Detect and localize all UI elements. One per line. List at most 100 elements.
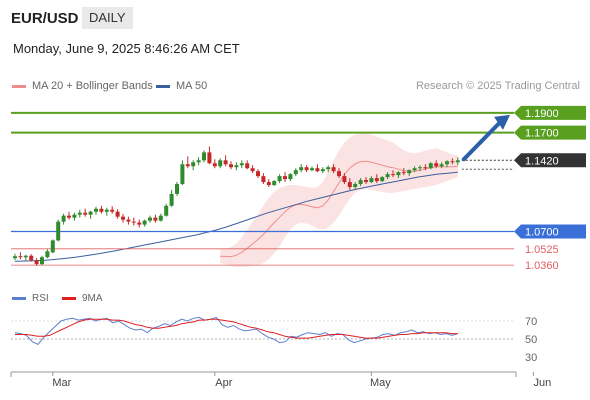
candle-body: [266, 182, 271, 186]
candle-body: [34, 260, 39, 265]
candle: [115, 209, 120, 219]
credit-text: Research © 2025 Trading Central: [415, 80, 580, 92]
candle-body: [358, 180, 363, 185]
candle: [450, 158, 455, 165]
candle: [126, 216, 131, 225]
candle-body: [272, 181, 277, 186]
x-tick-label: Mar: [52, 377, 71, 389]
legend-ma50-label: MA 50: [176, 80, 208, 92]
candle: [277, 174, 282, 184]
bollinger-swatch: [12, 84, 26, 88]
candle-body: [455, 160, 460, 163]
candle: [175, 182, 179, 196]
candle-body: [83, 212, 88, 215]
legend-bollinger-label: MA 20 + Bollinger Bands: [32, 80, 153, 92]
forecast-arrow-head: [494, 114, 510, 130]
candle: [169, 189, 174, 207]
candle: [164, 203, 169, 217]
candle: [256, 169, 260, 179]
candle-body: [412, 168, 417, 171]
candle-body: [131, 221, 136, 223]
candle-body: [77, 212, 82, 215]
candle: [45, 249, 50, 259]
candle-body: [283, 176, 287, 180]
candle: [358, 178, 363, 187]
rsi-tick-label: 50: [525, 334, 537, 346]
candle: [202, 150, 206, 163]
candle: [304, 165, 309, 173]
candle-body: [29, 255, 34, 261]
candle: [299, 164, 304, 173]
level-tag-1.0700: [514, 224, 586, 239]
candle: [331, 164, 336, 174]
x-tick-label: Jun: [534, 377, 552, 389]
candle: [191, 160, 196, 171]
candle: [212, 159, 217, 169]
legend-9ma: 9MA: [62, 293, 103, 304]
ma50-swatch: [156, 84, 170, 88]
candle: [245, 160, 250, 170]
candle: [234, 162, 239, 171]
candle: [56, 219, 61, 242]
candle-body: [18, 256, 23, 258]
candle: [342, 173, 347, 185]
candle-body: [374, 178, 379, 182]
candle-body: [56, 221, 61, 241]
symbol-title[interactable]: EUR/USD: [11, 10, 79, 27]
candle: [423, 164, 428, 171]
header-bar: EUR/USD DAILY: [0, 0, 590, 36]
candle: [374, 174, 379, 184]
candle-body: [439, 164, 444, 167]
candle-body: [191, 162, 196, 167]
level-tag-1.1900: [514, 105, 586, 120]
candle: [250, 165, 255, 174]
candle: [110, 206, 115, 214]
candle-body: [153, 217, 158, 221]
candle: [353, 182, 358, 190]
candle-body: [137, 222, 142, 225]
timeframe-button[interactable]: DAILY: [82, 7, 133, 29]
candle: [315, 164, 320, 173]
candle-body: [256, 171, 260, 177]
candle: [13, 253, 17, 261]
level-tag-1.1700: [514, 125, 586, 140]
candle-body: [434, 163, 439, 167]
candle-body: [423, 167, 428, 169]
candle: [77, 209, 82, 218]
rsi-tick-label: 30: [525, 352, 537, 364]
candle: [380, 176, 385, 183]
candle-body: [342, 176, 347, 183]
candle-body: [23, 255, 28, 258]
candle: [261, 173, 266, 185]
legend-bollinger: MA 20 + Bollinger Bands: [12, 80, 153, 92]
candle: [283, 172, 287, 183]
candle-body: [261, 176, 266, 183]
candle-body: [320, 169, 325, 172]
candle: [40, 255, 44, 266]
candle-body: [310, 168, 314, 171]
candle-body: [99, 208, 104, 212]
candle: [99, 205, 104, 214]
candle: [326, 165, 331, 173]
rsi-9ma-line: [15, 318, 458, 339]
candle-body: [288, 174, 293, 180]
legend-9ma-label: 9MA: [82, 293, 103, 304]
candle-body: [299, 167, 304, 171]
candle-body: [110, 209, 115, 212]
candle: [288, 173, 293, 182]
candle-body: [72, 214, 77, 218]
last-price-label: 1.1420: [525, 155, 559, 167]
level-label-1.1700: 1.1700: [525, 128, 559, 140]
candle-body: [67, 215, 71, 218]
candle-body: [407, 170, 412, 174]
candle: [218, 158, 223, 169]
candle: [272, 180, 277, 187]
candle: [347, 178, 352, 190]
candle: [153, 214, 158, 223]
candle: [445, 160, 449, 168]
candle-body: [180, 164, 185, 185]
candle: [137, 219, 142, 228]
candle-body: [13, 256, 17, 259]
candle: [455, 157, 460, 166]
